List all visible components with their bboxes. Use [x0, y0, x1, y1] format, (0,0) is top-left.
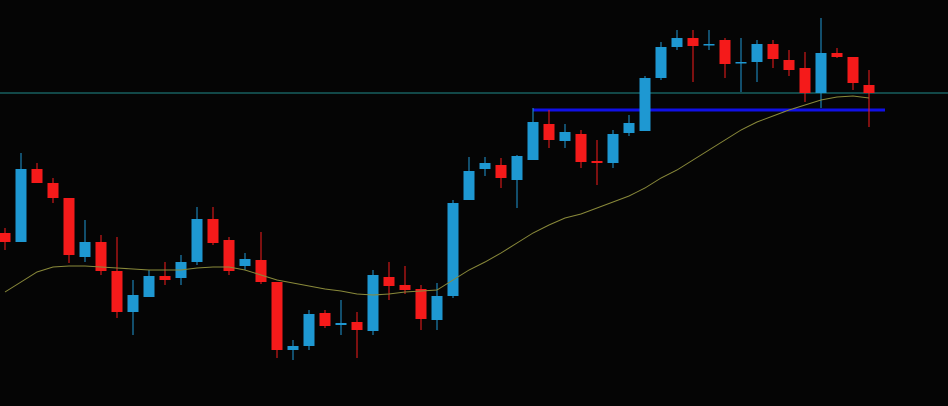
candle-body [415, 289, 427, 319]
candle-body [623, 123, 635, 133]
candle-body [383, 277, 395, 286]
candle-body [767, 44, 779, 59]
candle-body [655, 47, 667, 78]
candle-body [703, 44, 715, 46]
candle-body [191, 219, 203, 262]
candle-body [255, 260, 267, 282]
candle-body [399, 285, 411, 290]
candle-body [639, 78, 651, 131]
candle-body [79, 242, 91, 257]
candle-body [0, 233, 11, 242]
candle-body [751, 44, 763, 62]
candle-body [143, 276, 155, 297]
candle-body [687, 38, 699, 46]
candle-body [319, 313, 331, 326]
candle-body [287, 346, 299, 350]
candle-body [239, 259, 251, 266]
candle-body [543, 124, 555, 140]
candle-body [127, 295, 139, 312]
candle-body [351, 322, 363, 330]
candle-body [735, 62, 747, 64]
candle-body [783, 60, 795, 70]
candle-body [863, 85, 875, 93]
candle-body [527, 122, 539, 160]
candle-body [575, 134, 587, 162]
candle-body [847, 57, 859, 83]
candle-body [815, 53, 827, 93]
candle-body [367, 275, 379, 331]
candle-body [799, 68, 811, 93]
candle-body [31, 169, 43, 183]
candle-body [15, 169, 27, 242]
candle-body [223, 240, 235, 271]
candle-body [271, 282, 283, 350]
candle-body [47, 183, 59, 198]
candle-body [607, 134, 619, 163]
candle-body [159, 276, 171, 280]
candle-body [303, 314, 315, 346]
candle-body [111, 271, 123, 312]
candle-body [591, 161, 603, 163]
candle-body [671, 38, 683, 47]
candle-body [495, 165, 507, 178]
candle-body [95, 242, 107, 271]
candle-body [431, 296, 443, 320]
candle-body [511, 156, 523, 180]
candle-body [831, 53, 843, 57]
candle-body [479, 163, 491, 169]
candle-body [559, 132, 571, 141]
moving-average [4, 95, 870, 296]
candle-body [207, 219, 219, 243]
candle-body [719, 40, 731, 64]
candle-body [335, 323, 347, 325]
candle-body [447, 203, 459, 296]
candle-body [463, 171, 475, 200]
candle-body [63, 198, 75, 255]
